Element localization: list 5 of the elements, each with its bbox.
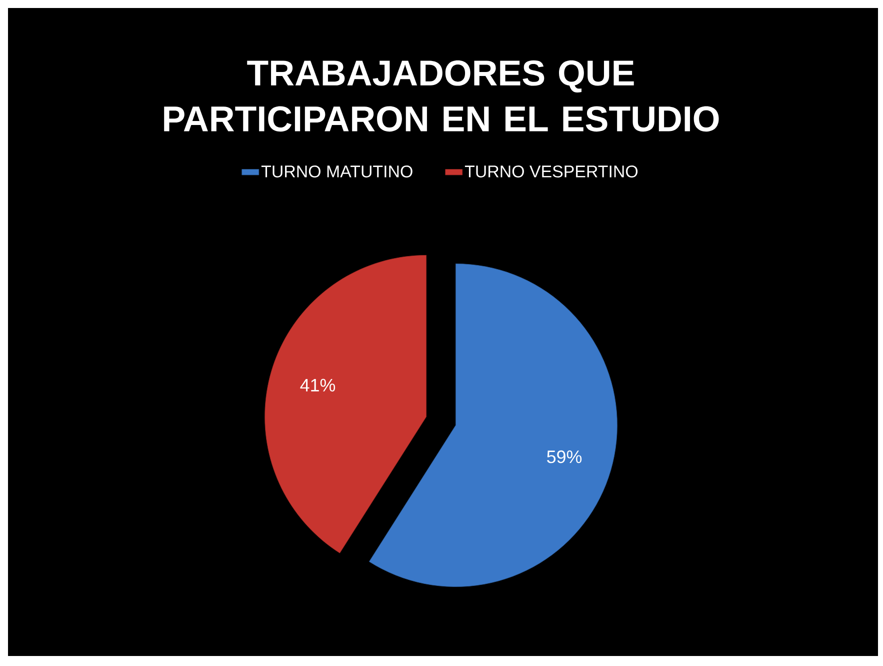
data-label: 41% <box>300 378 336 392</box>
chart-title: TRABAJADORES QUE PARTICIPARON EN EL ESTUDIO <box>164 60 719 132</box>
data-label: 59% <box>547 450 582 464</box>
legend-label: TURNO MATUTINO <box>261 165 412 178</box>
legend-label: TURNO VESPERTINO <box>464 165 638 178</box>
